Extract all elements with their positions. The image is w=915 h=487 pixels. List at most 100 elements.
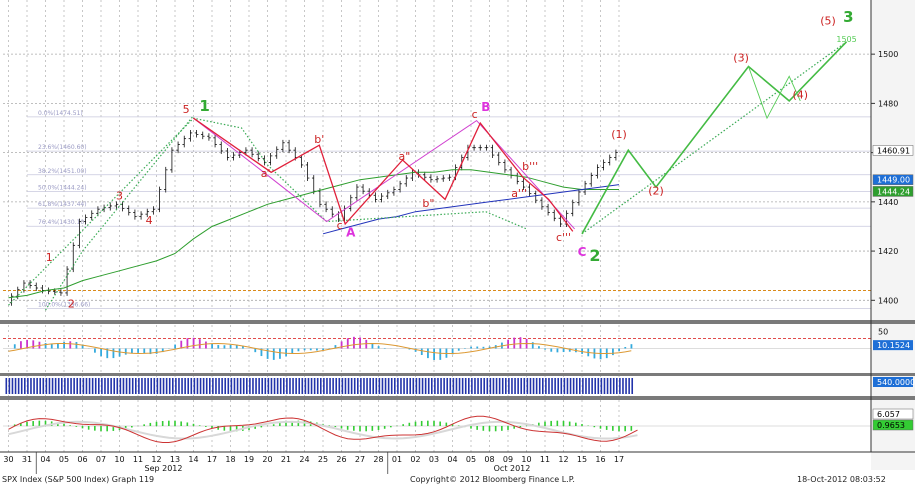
volume-bar <box>390 378 393 394</box>
x-tick-label: 15 <box>577 455 587 464</box>
macd-histogram-bar <box>353 426 355 431</box>
last-value-label: 1449.00 <box>877 176 910 185</box>
volume-bar <box>104 378 106 394</box>
macd-histogram-bar <box>433 420 435 426</box>
x-tick-label: 01 <box>392 455 402 464</box>
x-tick-label: 12 <box>558 455 568 464</box>
oscillator-bar <box>137 348 139 353</box>
volume-bar <box>172 378 174 394</box>
volume-bar <box>215 378 217 394</box>
volume-bar <box>153 378 156 394</box>
macd-histogram-bar <box>186 422 189 426</box>
oscillator-bar <box>174 344 176 349</box>
oscillator-bar <box>630 344 633 349</box>
oscillator-bar <box>513 337 516 349</box>
y-tick-label: 1500 <box>878 50 898 59</box>
macd-histogram-bar <box>470 426 472 429</box>
macd-histogram-bar <box>488 426 491 432</box>
oscillator-bar <box>371 343 374 349</box>
volume-bar <box>91 378 94 394</box>
wave-label: b" <box>422 197 434 210</box>
x-tick-label: 31 <box>22 455 32 464</box>
volume-bar <box>600 378 603 394</box>
x-tick-label: 12 <box>151 455 161 464</box>
volume-bar <box>159 378 162 394</box>
volume-bar <box>486 378 489 394</box>
macd-histogram-bar <box>334 426 337 428</box>
fibonacci-level-label: 50.0%(1444.24) <box>38 184 87 191</box>
macd-histogram-bar <box>618 426 620 432</box>
oscillator-bar <box>334 345 337 349</box>
volume-bar <box>622 378 624 394</box>
wave-label: (5) <box>820 15 836 28</box>
volume-bar <box>301 378 304 394</box>
volume-bar <box>54 378 57 394</box>
oscillator-bar <box>297 348 300 352</box>
x-tick-label: 04 <box>40 455 50 464</box>
wave-label: a" <box>398 150 410 163</box>
volume-bar <box>471 378 473 394</box>
volume-bar <box>335 378 338 394</box>
oscillator-bar <box>155 348 158 354</box>
volume-bar <box>569 378 572 394</box>
volume-bar <box>412 378 415 394</box>
volume-bar <box>14 378 17 394</box>
macd-histogram-bar <box>223 426 226 431</box>
macd-histogram-bar <box>291 420 293 426</box>
volume-bar <box>264 378 267 394</box>
oscillator-bar <box>488 346 491 349</box>
x-tick-label: 07 <box>96 455 106 464</box>
volume-bar <box>535 378 538 394</box>
wave-label: a''' <box>511 187 527 200</box>
volume-bar <box>520 378 523 394</box>
x-tick-label: 08 <box>484 455 494 464</box>
oscillator-bar <box>285 348 287 357</box>
macd-histogram-bar <box>63 423 65 426</box>
macd-histogram-bar <box>501 426 503 431</box>
volume-bar <box>61 378 63 394</box>
macd-histogram-bar <box>519 426 522 428</box>
y-axis-background <box>871 0 915 470</box>
volume-bar <box>138 378 140 394</box>
volume-bar <box>17 378 20 394</box>
last-value-box <box>872 174 914 185</box>
x-tick-label: 21 <box>281 455 291 464</box>
volume-bar <box>110 378 112 394</box>
volume-bar <box>76 378 79 394</box>
wave-label: 1 <box>199 97 209 115</box>
volume-bar <box>418 378 421 394</box>
volume-bar <box>603 378 606 394</box>
volume-bar <box>168 378 171 394</box>
volume-bar <box>409 378 412 394</box>
oscillator-bar <box>143 348 146 354</box>
macd-histogram-bar <box>562 420 565 426</box>
volume-bar <box>276 378 279 394</box>
macd-last-value-label: 6.057 <box>877 410 900 419</box>
macd-histogram-bar <box>390 426 392 428</box>
month-label: Sep 2012 <box>145 464 183 473</box>
volume-bar <box>329 378 331 394</box>
macd-histogram-bar <box>624 426 626 432</box>
volume-bar <box>452 378 455 394</box>
oscillator-bar <box>112 348 115 359</box>
macd-histogram-bar <box>550 420 552 426</box>
volume-bar <box>446 378 449 394</box>
volume-bar <box>585 378 587 394</box>
oscillator-bar <box>544 348 546 350</box>
volume-bar <box>375 378 378 394</box>
macd-histogram-bar <box>149 422 152 426</box>
volume-last-value-box <box>873 377 913 387</box>
volume-bar <box>178 378 180 394</box>
volume-bar <box>625 378 627 394</box>
volume-bar <box>199 378 202 394</box>
x-tick-label: 30 <box>3 455 13 464</box>
volume-bar <box>42 378 45 394</box>
volume-bar <box>187 378 190 394</box>
volume-bar <box>304 378 307 394</box>
oscillator-bar <box>427 348 429 359</box>
volume-bar <box>501 378 504 394</box>
volume-bar <box>5 378 8 394</box>
x-tick-label: 24 <box>299 455 309 464</box>
